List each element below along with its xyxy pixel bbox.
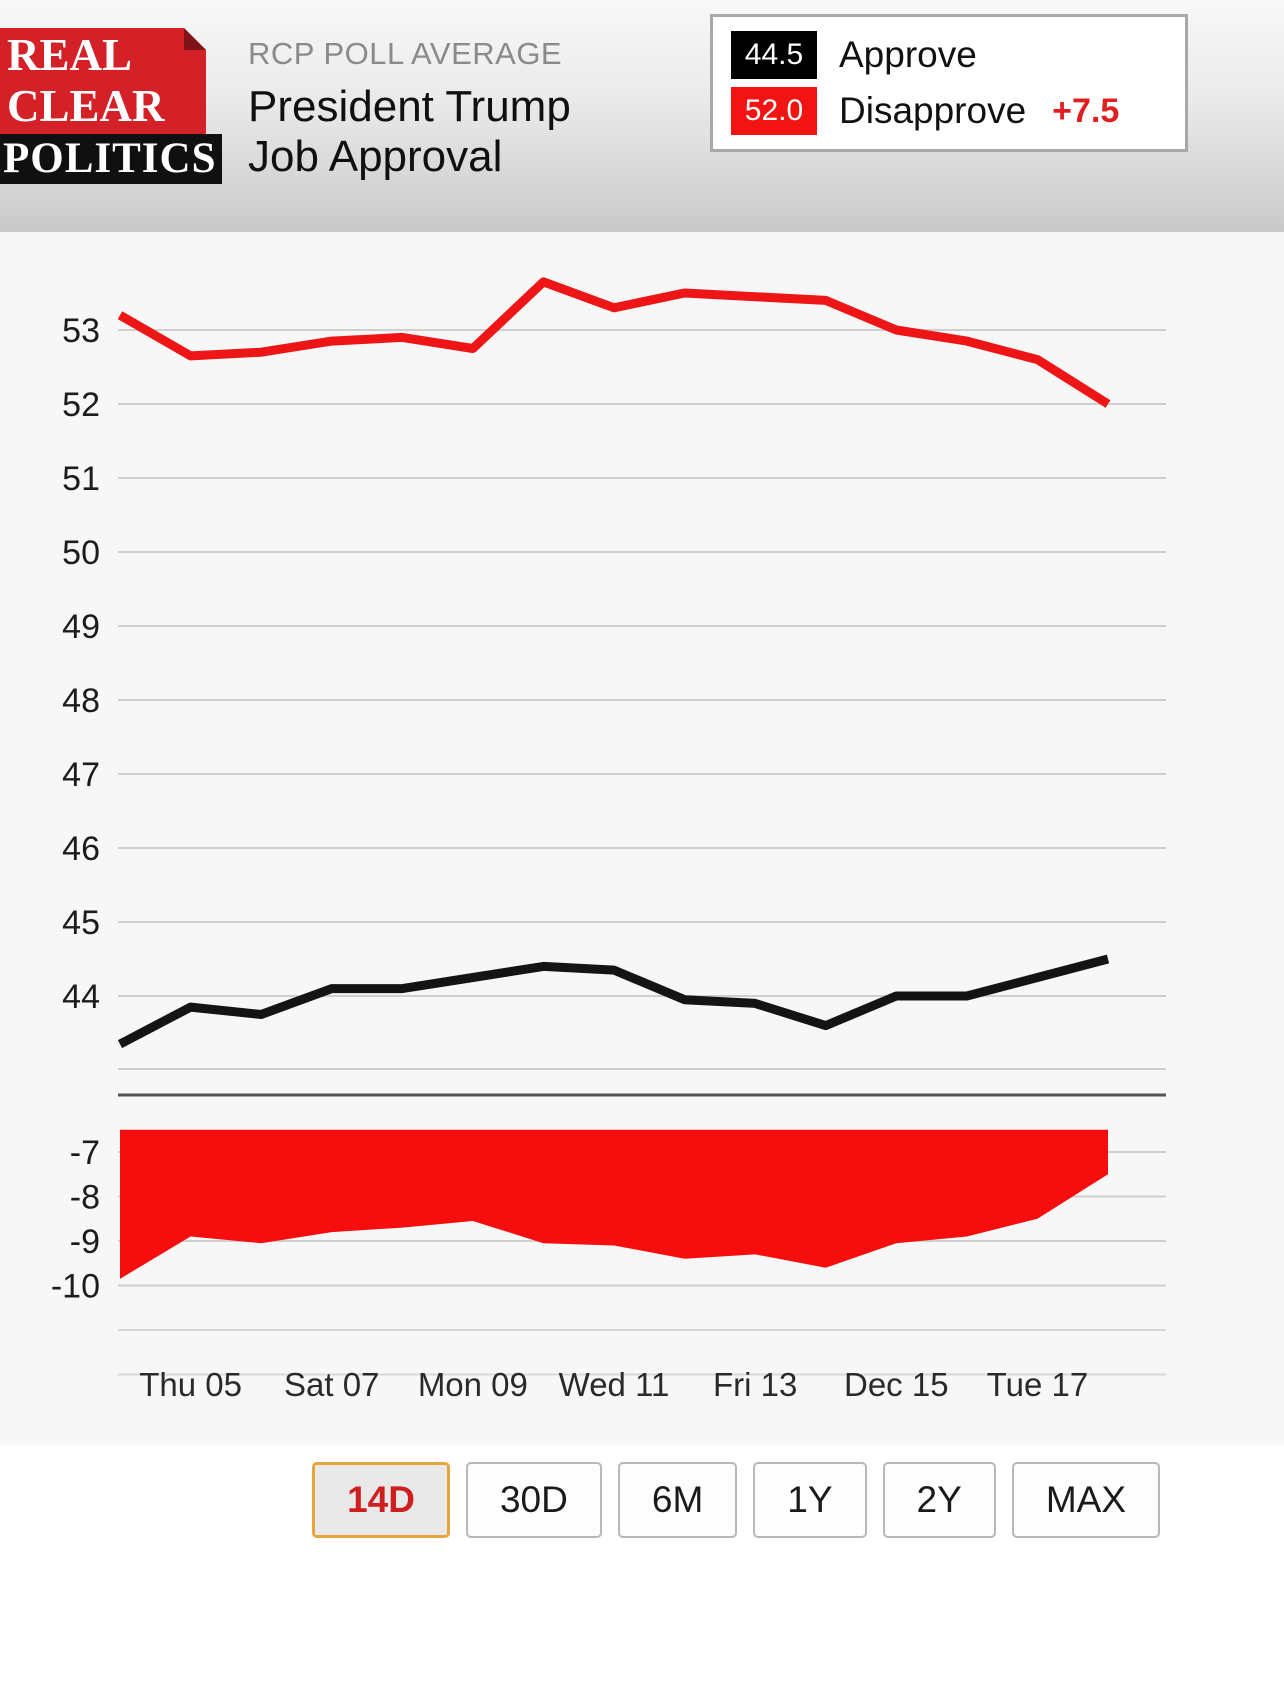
kicker-text: RCP POLL AVERAGE [248, 36, 563, 71]
spread-area [120, 1129, 1108, 1279]
rcp-logo-red: REAL CLEAR [0, 28, 206, 134]
legend: 44.5 Approve 52.0 Disapprove +7.5 [710, 14, 1188, 152]
y-axis-label: -9 [70, 1223, 100, 1261]
range-toolbar: 14D 30D 6M 1Y 2Y MAX [0, 1462, 1284, 1538]
x-axis-label: Tue 17 [987, 1366, 1089, 1403]
x-axis-label: Mon 09 [418, 1366, 528, 1403]
approve-label: Approve [839, 34, 977, 75]
range-button-1y[interactable]: 1Y [753, 1462, 867, 1538]
range-button-6m[interactable]: 6M [617, 1462, 738, 1538]
page-title-line1: President Trump [248, 82, 571, 131]
y-axis-label: 47 [62, 756, 100, 794]
rcp-logo-black: POLITICS [0, 134, 222, 184]
range-button-14d[interactable]: 14D [312, 1462, 450, 1538]
legend-row-approve: 44.5 Approve [731, 31, 1167, 79]
disapprove-label: Disapprove [839, 90, 1027, 131]
x-axis-label: Thu 05 [139, 1366, 242, 1403]
y-axis-label: 46 [62, 830, 100, 868]
range-button-30d[interactable]: 30D [465, 1462, 602, 1538]
y-axis-label: -7 [70, 1134, 100, 1172]
x-axis-label: Fri 13 [713, 1366, 797, 1403]
y-axis-label: 45 [62, 904, 100, 942]
spread-value: +7.5 [1052, 91, 1120, 130]
y-axis-label: 53 [62, 312, 100, 350]
y-axis-label: 49 [62, 608, 100, 646]
header: REAL CLEAR POLITICS RCP POLL AVERAGE Pre… [0, 0, 1284, 232]
y-axis-label: 44 [62, 978, 100, 1016]
y-axis-label: -8 [70, 1179, 100, 1217]
x-axis-label: Sat 07 [284, 1366, 379, 1403]
disapprove-value-badge: 52.0 [731, 87, 817, 135]
y-axis-label: 50 [62, 534, 100, 572]
y-axis-label: -10 [51, 1268, 100, 1306]
y-axis-label: 52 [62, 386, 100, 424]
legend-row-disapprove: 52.0 Disapprove +7.5 [731, 87, 1167, 135]
y-axis-label: 48 [62, 682, 100, 720]
page-title-line2: Job Approval [248, 132, 503, 181]
x-axis-label: Wed 11 [559, 1366, 670, 1403]
x-axis-label: Dec 15 [844, 1366, 949, 1403]
disapprove-line [117, 277, 1111, 408]
range-button-max[interactable]: MAX [1011, 1462, 1160, 1538]
logo-line-clear: CLEAR [7, 81, 165, 131]
chart-titles: RCP POLL AVERAGE President Trump Job App… [248, 36, 571, 182]
logo-line-real: REAL [7, 30, 133, 80]
approval-chart[interactable]: 53 52 51 50 49 48 47 46 45 44 -7 -8 -9 -10 Thu 05 Sat 0… [0, 232, 1284, 1445]
range-button-2y[interactable]: 2Y [882, 1462, 996, 1538]
rcp-logo: REAL CLEAR POLITICS [0, 28, 222, 184]
y-axis-label: 51 [62, 460, 100, 498]
approve-line [117, 954, 1110, 1049]
approve-value-badge: 44.5 [731, 31, 817, 79]
